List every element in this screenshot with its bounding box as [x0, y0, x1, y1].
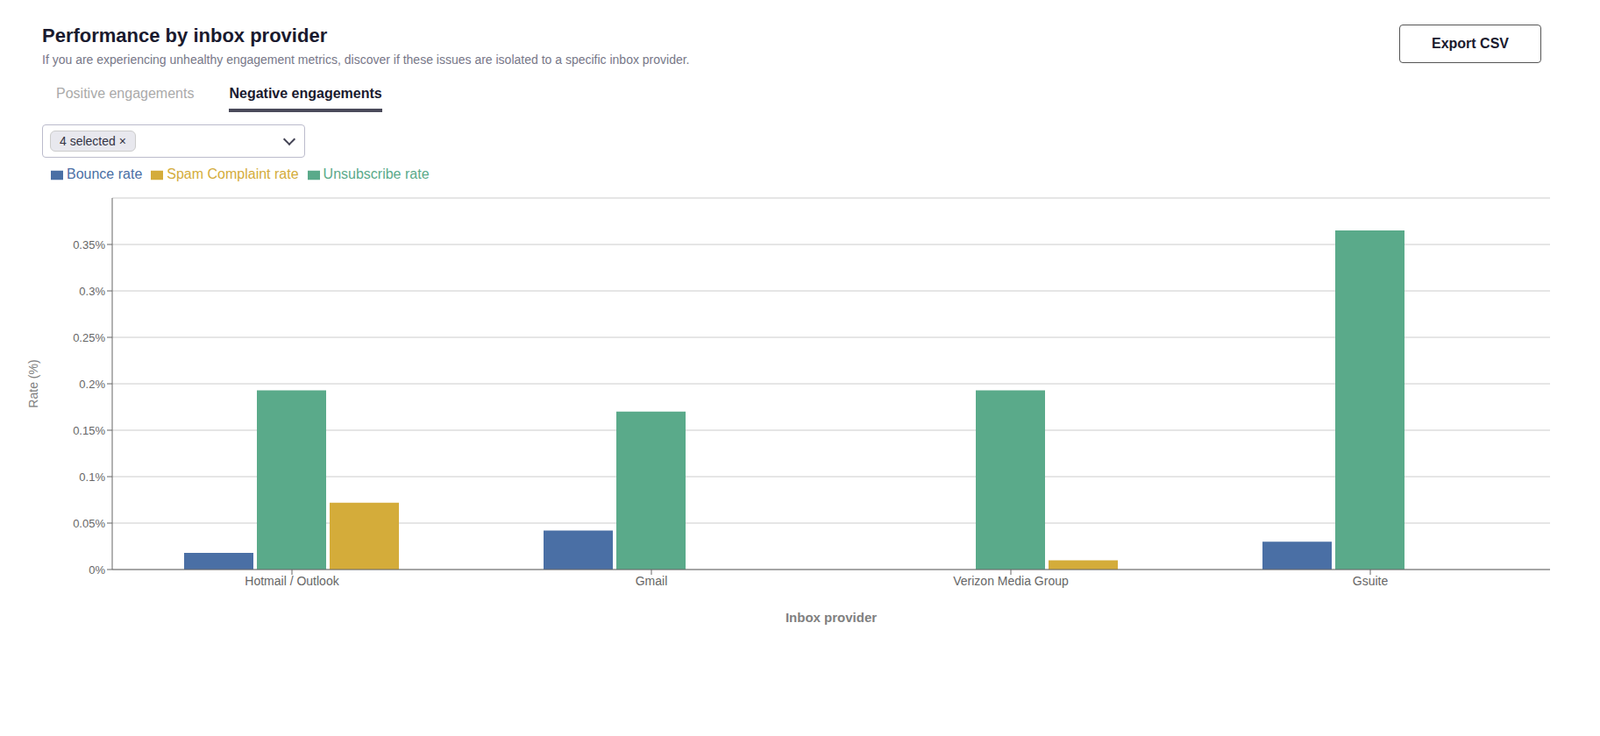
svg-text:0.2%: 0.2% [78, 377, 106, 392]
html-text:Positive engagements: Positive engagements [56, 85, 195, 101]
svg-text:0.35%: 0.35% [72, 238, 106, 252]
svg-text:0.3%: 0.3% [78, 284, 106, 299]
svg-text:0%: 0% [88, 563, 106, 577]
svg-text:Gmail: Gmail [635, 574, 669, 589]
html-text:Negative engagements: Negative engagements [229, 85, 382, 101]
html-text:If you are experiencing unheal: If you are experiencing unhealthy engage… [42, 52, 690, 67]
svg-text:0.25%: 0.25% [72, 331, 106, 345]
svg-text:Verizon Media Group: Verizon Media Group [952, 574, 1069, 589]
html-text:4 selected ×: 4 selected × [59, 134, 127, 149]
svg-text:Hotmail / Outlook: Hotmail / Outlook [244, 574, 340, 589]
svg-text:Inbox provider: Inbox provider [785, 610, 877, 626]
html-text:Unsubscribe rate: Unsubscribe rate [323, 166, 430, 182]
svg-text:Gsuite: Gsuite [1352, 574, 1389, 589]
html-text:Spam Complaint rate: Spam Complaint rate [166, 166, 299, 182]
html-text:Performance by inbox provider: Performance by inbox provider [42, 24, 328, 47]
svg-text:0.05%: 0.05% [72, 517, 106, 531]
svg-text:Rate (%): Rate (%) [26, 359, 41, 408]
html-text:Export CSV: Export CSV [1431, 35, 1509, 51]
svg-text:0.1%: 0.1% [78, 470, 106, 484]
html-text:Bounce rate: Bounce rate [66, 166, 143, 182]
svg-text:0.15%: 0.15% [72, 424, 106, 438]
